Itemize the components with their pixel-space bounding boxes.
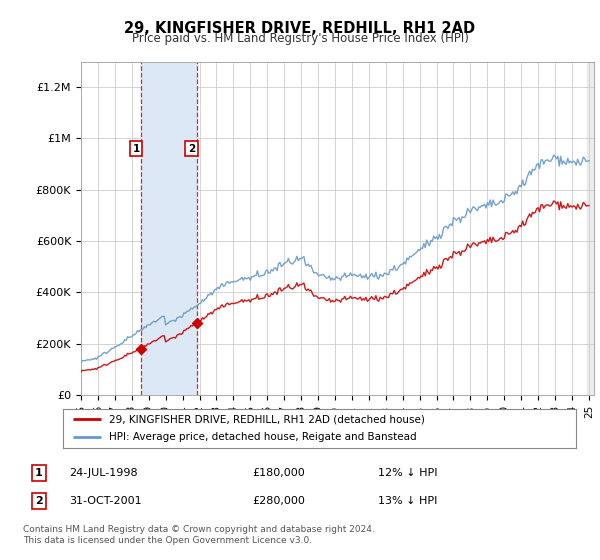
Text: HPI: Average price, detached house, Reigate and Banstead: HPI: Average price, detached house, Reig… [109, 432, 417, 442]
Text: 13% ↓ HPI: 13% ↓ HPI [378, 496, 437, 506]
Text: 12% ↓ HPI: 12% ↓ HPI [378, 468, 437, 478]
Text: 2: 2 [35, 496, 43, 506]
Text: Contains HM Land Registry data © Crown copyright and database right 2024.
This d: Contains HM Land Registry data © Crown c… [23, 525, 374, 545]
Text: £180,000: £180,000 [252, 468, 305, 478]
Text: £280,000: £280,000 [252, 496, 305, 506]
Text: 1: 1 [35, 468, 43, 478]
Text: 29, KINGFISHER DRIVE, REDHILL, RH1 2AD (detached house): 29, KINGFISHER DRIVE, REDHILL, RH1 2AD (… [109, 414, 425, 424]
Text: 29, KINGFISHER DRIVE, REDHILL, RH1 2AD: 29, KINGFISHER DRIVE, REDHILL, RH1 2AD [124, 21, 476, 36]
Text: 31-OCT-2001: 31-OCT-2001 [69, 496, 142, 506]
Bar [141, 62, 197, 395]
Text: 1: 1 [133, 144, 140, 154]
Text: Price paid vs. HM Land Registry's House Price Index (HPI): Price paid vs. HM Land Registry's House … [131, 32, 469, 45]
Text: 2: 2 [188, 144, 195, 154]
Text: 24-JUL-1998: 24-JUL-1998 [69, 468, 137, 478]
